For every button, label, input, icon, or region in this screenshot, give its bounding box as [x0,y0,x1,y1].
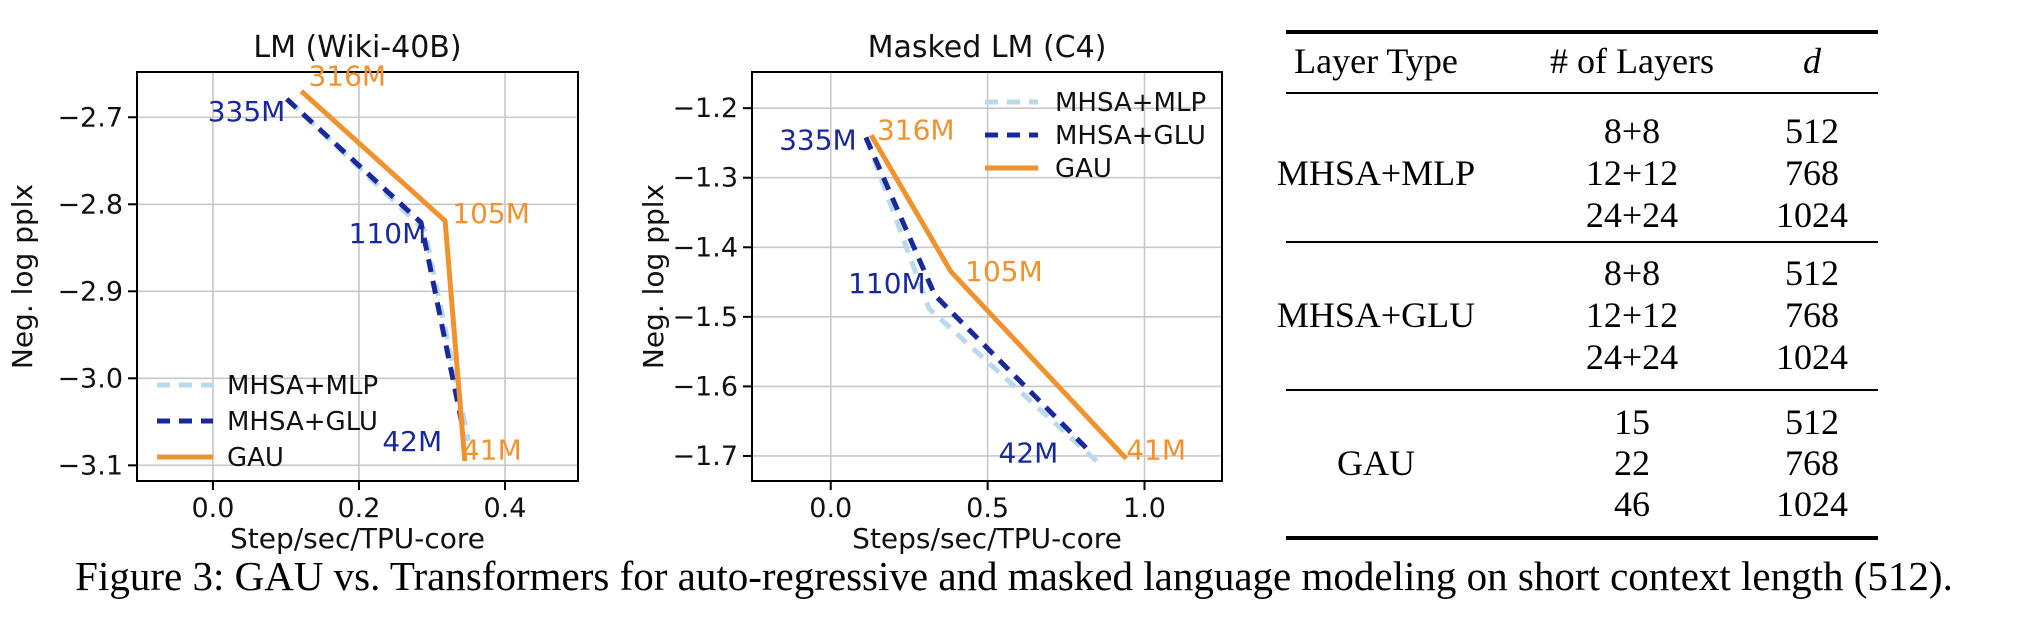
annotation-41M: 41M [1126,434,1186,467]
annotation-42M: 42M [382,425,442,458]
cell-layers: 46 [1614,484,1650,524]
table-thick-rule [1286,536,1878,540]
series-line-MHSA+GLU [863,136,1092,453]
figure-caption: Figure 3: GAU vs. Transformers for auto-… [75,553,1953,599]
table-thin-rule [1286,389,1878,391]
cell-layers: 12+12 [1585,295,1679,335]
cell-d: 512 [1785,253,1839,293]
cell-layer-type-GAU: GAU [1337,443,1415,483]
cell-d: 768 [1785,443,1839,483]
x-tick-label: 0.5 [966,493,1009,524]
y-tick-label: −1.4 [672,232,738,263]
header-num-layers: # of Layers [1550,41,1714,81]
y-tick-label: −2.9 [57,276,123,307]
annotation-110M: 110M [848,267,926,300]
annotation-105M: 105M [452,197,530,230]
cell-layers: 22 [1614,443,1650,483]
cell-d: 512 [1785,402,1839,442]
chart-title: LM (Wiki-40B) [253,30,461,65]
cell-d: 768 [1785,295,1839,335]
x-tick-label: 0.2 [337,493,380,524]
legend-label-MHSA+GLU: MHSA+GLU [227,407,378,437]
layer-config-table: Layer Type # of Layers d MHSA+MLP 8+8 512 12+1… [1277,0,1878,552]
annotation-316M: 316M [877,114,955,147]
x-axis-label: Step/sec/TPU-core [230,522,485,555]
annotation-42M: 42M [999,436,1059,469]
series-line-MHSA+GLU [285,97,466,431]
annotation-316M: 316M [308,59,386,92]
plot-frame [136,71,579,482]
series-line-GAU [869,134,1129,461]
series-line-GAU [299,89,468,462]
x-tick-label: 1.0 [1123,493,1166,524]
cell-d: 512 [1785,111,1839,151]
cell-layers: 24+24 [1585,195,1679,235]
legend-label-MHSA+GLU: MHSA+GLU [1055,121,1206,151]
table-thin-rule [1286,92,1878,94]
y-tick-label: −1.5 [672,302,738,333]
y-tick-label: −3.1 [57,450,123,481]
y-tick-label: −1.7 [672,441,738,472]
legend-label-GAU: GAU [1055,154,1112,184]
y-axis-label: Neg. log pplx [637,184,670,369]
y-tick-label: −1.6 [672,371,738,402]
cell-d: 1024 [1776,195,1848,235]
table-thin-rule [1286,241,1878,243]
legend-label-GAU: GAU [227,443,284,473]
header-d: d [1803,41,1821,81]
y-tick-label: −2.7 [57,102,123,133]
y-axis-label: Neg. log pplx [6,184,39,369]
cell-layers: 24+24 [1585,337,1679,377]
series-line-MHSA+MLP [287,98,471,442]
cell-layers: 15 [1614,402,1650,442]
cell-layer-type-MHSA+MLP: MHSA+MLP [1276,153,1476,193]
series-line-MHSA+MLP [863,136,1100,465]
x-tick-label: 0.4 [484,493,527,524]
x-tick-label: 0.0 [809,493,852,524]
y-tick-label: −1.2 [672,93,738,124]
cell-d: 1024 [1776,337,1848,377]
table-thick-rule [1286,30,1878,34]
header-layer-type: Layer Type [1294,41,1458,81]
annotation-335M: 335M [208,95,286,128]
cell-layers: 8+8 [1603,253,1661,293]
lm-wiki40b-chart: 0.0 0.2 0.4 −2.7 −2.8 −2.9 −3.0 −3.1 LM (Wiki-40… [6,30,579,555]
legend-label-MHSA+MLP: MHSA+MLP [1055,88,1206,118]
y-tick-label: −2.8 [57,189,123,220]
annotation-105M: 105M [965,255,1043,288]
x-axis-label: Steps/sec/TPU-core [852,522,1122,555]
cell-layers: 8+8 [1603,111,1661,151]
y-tick-label: −3.0 [57,363,123,394]
cell-d: 1024 [1776,484,1848,524]
cell-layers: 12+12 [1585,153,1679,193]
chart-title: Masked LM (C4) [868,30,1107,65]
annotation-110M: 110M [349,217,427,250]
x-tick-label: 0.0 [191,493,234,524]
annotation-335M: 335M [779,123,857,156]
masked-lm-c4-chart: 0.0 0.5 1.0 −1.2 −1.3 −1.4 −1.5 −1.6 −1.7 Masked … [637,30,1223,555]
cell-d: 768 [1785,153,1839,193]
legend-label-MHSA+MLP: MHSA+MLP [227,371,378,401]
y-tick-label: −1.3 [672,163,738,194]
cell-layer-type-MHSA+GLU: MHSA+GLU [1276,295,1476,335]
annotation-41M: 41M [462,434,522,467]
